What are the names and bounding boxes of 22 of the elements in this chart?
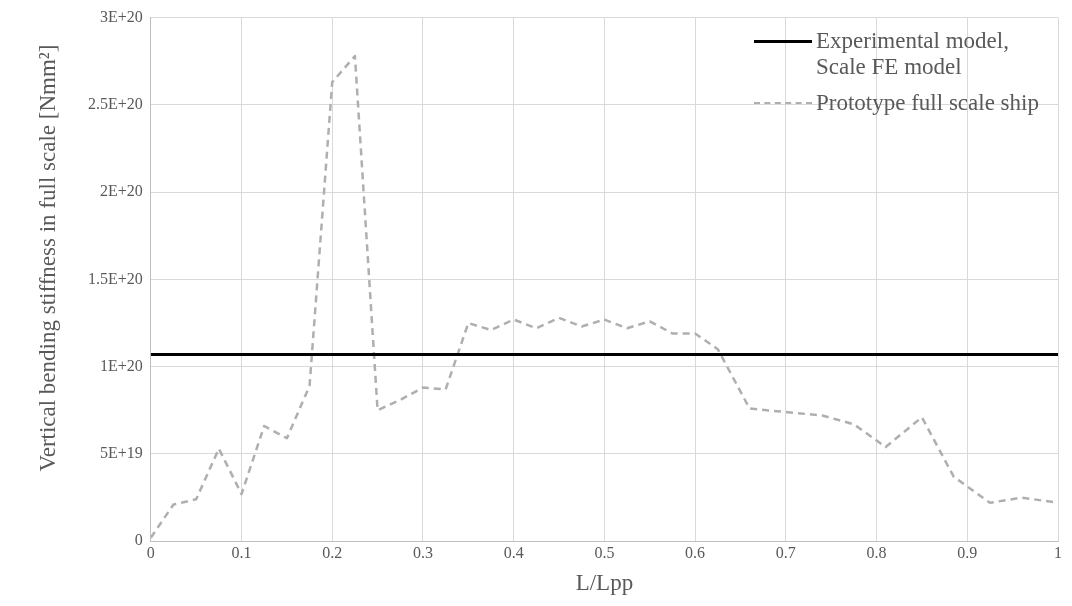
x-tick-label: 0.7 — [775, 544, 796, 561]
y-tick-label: 1E+20 — [100, 356, 143, 374]
x-tick-label: 0.8 — [866, 544, 887, 561]
x-axis-title: L/Lpp — [575, 570, 634, 596]
x-tick-label: 0.2 — [322, 544, 343, 561]
y-tick-label: 1.5E+20 — [88, 269, 143, 287]
x-tick-label: 0.3 — [412, 544, 433, 561]
x-tick-label: 0.4 — [503, 544, 524, 561]
legend-label: Experimental model, Scale FE model — [816, 27, 1010, 80]
x-tick-label: 0.6 — [685, 544, 706, 561]
legend-label: Prototype full scale ship — [816, 89, 1039, 116]
x-tick-label: 0.9 — [957, 544, 978, 561]
x-tick-label: 1 — [1054, 544, 1062, 561]
x-tick-label: 0.1 — [231, 544, 252, 561]
y-axis-title: Vertical bending stiffness in full scale [Nmm²] — [35, 43, 61, 474]
y-tick-label: 2E+20 — [100, 182, 143, 200]
y-tick-label: 5E+19 — [100, 444, 143, 462]
y-tick-label: 0 — [134, 531, 143, 549]
x-tick-label: 0 — [146, 544, 155, 561]
y-tick-label: 3E+20 — [100, 7, 143, 25]
x-tick-label: 0.5 — [594, 544, 615, 561]
y-tick-label: 2.5E+20 — [88, 95, 143, 113]
